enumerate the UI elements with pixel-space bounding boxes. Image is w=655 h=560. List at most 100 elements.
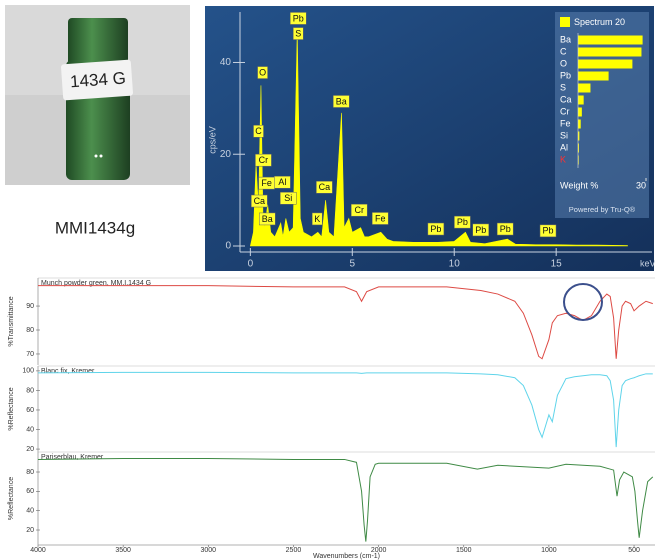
category-label: K xyxy=(560,154,566,164)
category-label: Ba xyxy=(560,34,571,44)
peak-label-box xyxy=(371,212,389,225)
peak-label-box xyxy=(496,222,514,236)
peak-label: S xyxy=(295,28,301,38)
peak-label-box xyxy=(539,224,557,238)
spectrum-line xyxy=(37,457,654,542)
y-tick-label: 80 xyxy=(26,327,34,334)
category-label: C xyxy=(560,46,567,56)
x-tick-label: 15 xyxy=(551,259,563,270)
peak-label-box xyxy=(472,223,489,237)
y-tick-label: 70 xyxy=(26,351,34,358)
x-axis-label: keV xyxy=(640,258,655,268)
vial-label-text: 1434 G xyxy=(70,68,127,91)
peak-label: Si xyxy=(284,193,292,203)
bar xyxy=(578,143,579,153)
peak-label-box xyxy=(290,12,307,25)
y-tick-label: 80 xyxy=(26,469,34,476)
footer: Powered by Tru-Q® xyxy=(569,205,636,214)
x-tick-label: 10 xyxy=(449,259,461,270)
y-axis-label: %Reflectance xyxy=(8,477,15,520)
peak-label: Pb xyxy=(430,224,441,234)
peak-label-box xyxy=(311,212,323,226)
x-tick-label: 500 xyxy=(628,547,640,554)
peak-label-box xyxy=(293,27,304,40)
peak-label: Ba xyxy=(336,96,347,106)
ftir-charts: 70 80 90 %Transmittance Munch powder green, … xyxy=(8,277,655,560)
y-axis-label: cps/eV xyxy=(207,126,217,154)
peak-label: Cr xyxy=(259,155,269,165)
peak-label-box xyxy=(259,212,276,226)
y-tick-label: 40 xyxy=(26,426,34,433)
category-label: Si xyxy=(560,130,568,140)
x-tick-label: 30 xyxy=(636,180,646,190)
bar xyxy=(578,71,609,81)
bar xyxy=(578,47,642,57)
photo-caption: MMI1434g xyxy=(55,218,135,237)
bar xyxy=(578,59,633,69)
panel-title: Blanc fix, Kremer xyxy=(41,368,95,375)
x-tick-label: 4000 xyxy=(30,547,46,554)
x-axis-label: Wavenumbers (cm-1) xyxy=(313,553,380,560)
peak-label-box xyxy=(454,215,471,229)
vial-cap xyxy=(68,18,128,66)
peak-label-box xyxy=(333,95,350,108)
eds-chart: 0 20 40 0 5 10 15 keV cps/eV Pb S O C Cr Fe Al Si Ca Ba K Ca… xyxy=(207,12,655,270)
photo: 1434 G xyxy=(5,5,190,185)
y-tick-label: 20 xyxy=(220,149,232,160)
peak-label-box xyxy=(350,203,368,217)
peak-label-box xyxy=(316,181,333,194)
peak-label: Fe xyxy=(375,213,386,223)
peak-label: Pb xyxy=(293,13,304,23)
panel-title: Pariserblau, Kremer xyxy=(41,454,104,461)
y-tick-label: 20 xyxy=(26,446,34,453)
x-tick-label: 3000 xyxy=(201,547,217,554)
peak-label-box xyxy=(427,222,445,236)
peak-label: Pb xyxy=(475,225,486,235)
y-tick-label: 40 xyxy=(220,57,232,68)
y-tick-label: 20 xyxy=(26,527,34,534)
peak-label: O xyxy=(259,67,266,77)
peak-label: Cr xyxy=(354,205,364,215)
x-tick-label: 3500 xyxy=(115,547,131,554)
peak-label: Pb xyxy=(543,226,554,236)
y-tick-label: 90 xyxy=(26,303,34,310)
x-tick-label: 0 xyxy=(248,259,254,270)
y-tick-label: 0 xyxy=(225,241,231,252)
peak-label-box xyxy=(280,192,297,205)
glint xyxy=(99,154,103,158)
bar xyxy=(578,107,582,117)
spectrum-line xyxy=(37,371,653,448)
category-label: Cr xyxy=(560,106,570,116)
bar xyxy=(578,83,591,93)
highlight-circle xyxy=(563,283,603,321)
bar xyxy=(578,131,580,141)
bar xyxy=(578,119,581,129)
category-label: Fe xyxy=(560,118,571,128)
legend-label: Spectrum 20 xyxy=(574,17,625,27)
peak-label: Pb xyxy=(500,224,511,234)
y-axis-label: %Reflectance xyxy=(8,387,15,430)
y-tick-label: 60 xyxy=(26,407,34,414)
x-tick-label: 1000 xyxy=(541,547,557,554)
x-tick-label: 5 xyxy=(350,259,356,270)
x-tick-label: 2000 xyxy=(371,547,387,554)
y-tick-label: 60 xyxy=(26,488,34,495)
category-label: S xyxy=(560,82,566,92)
x-tick-label: 1500 xyxy=(456,547,472,554)
x-axis-label: Weight % xyxy=(560,180,598,190)
peak-label: Al xyxy=(278,177,286,187)
peak-label: Fe xyxy=(261,178,272,188)
peak-label-box xyxy=(257,66,268,79)
peak-label: K xyxy=(314,214,320,224)
x-tick-label: 2500 xyxy=(286,547,302,554)
peak-label: Ca xyxy=(254,196,266,206)
ftir-area xyxy=(0,275,655,560)
bar xyxy=(578,155,579,165)
spectrum xyxy=(249,30,628,247)
peak-label: Ca xyxy=(319,182,331,192)
peak-label: Ba xyxy=(262,214,273,224)
legend-swatch xyxy=(560,17,570,27)
